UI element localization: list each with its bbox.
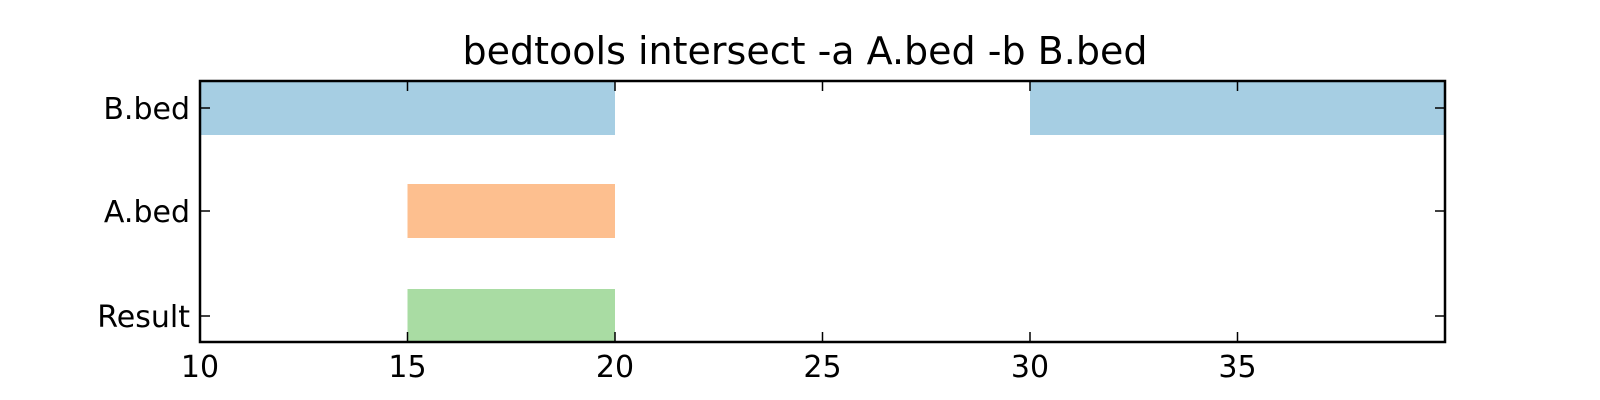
y-tick-labels: B.bed A.bed Result <box>97 92 190 335</box>
y-tick-label: Result <box>97 300 190 335</box>
interval-bar-result-0 <box>407 289 615 343</box>
y-tick-label: A.bed <box>104 195 190 230</box>
chart-title: bedtools intersect -a A.bed -b B.bed <box>463 29 1148 73</box>
x-tick-label: 10 <box>181 350 219 385</box>
x-tick-label: 30 <box>1011 350 1049 385</box>
x-tick-labels: 10 15 20 25 30 35 <box>181 350 1257 385</box>
plot-frame <box>198 79 1447 344</box>
y-tick-label: B.bed <box>103 92 190 127</box>
x-tick-label: 15 <box>388 350 426 385</box>
x-tick-label: 25 <box>803 350 841 385</box>
interval-bars <box>200 81 1445 343</box>
interval-bar-a-bed-0 <box>407 184 615 238</box>
x-tick-label: 20 <box>596 350 634 385</box>
x-tick-label: 35 <box>1218 350 1256 385</box>
